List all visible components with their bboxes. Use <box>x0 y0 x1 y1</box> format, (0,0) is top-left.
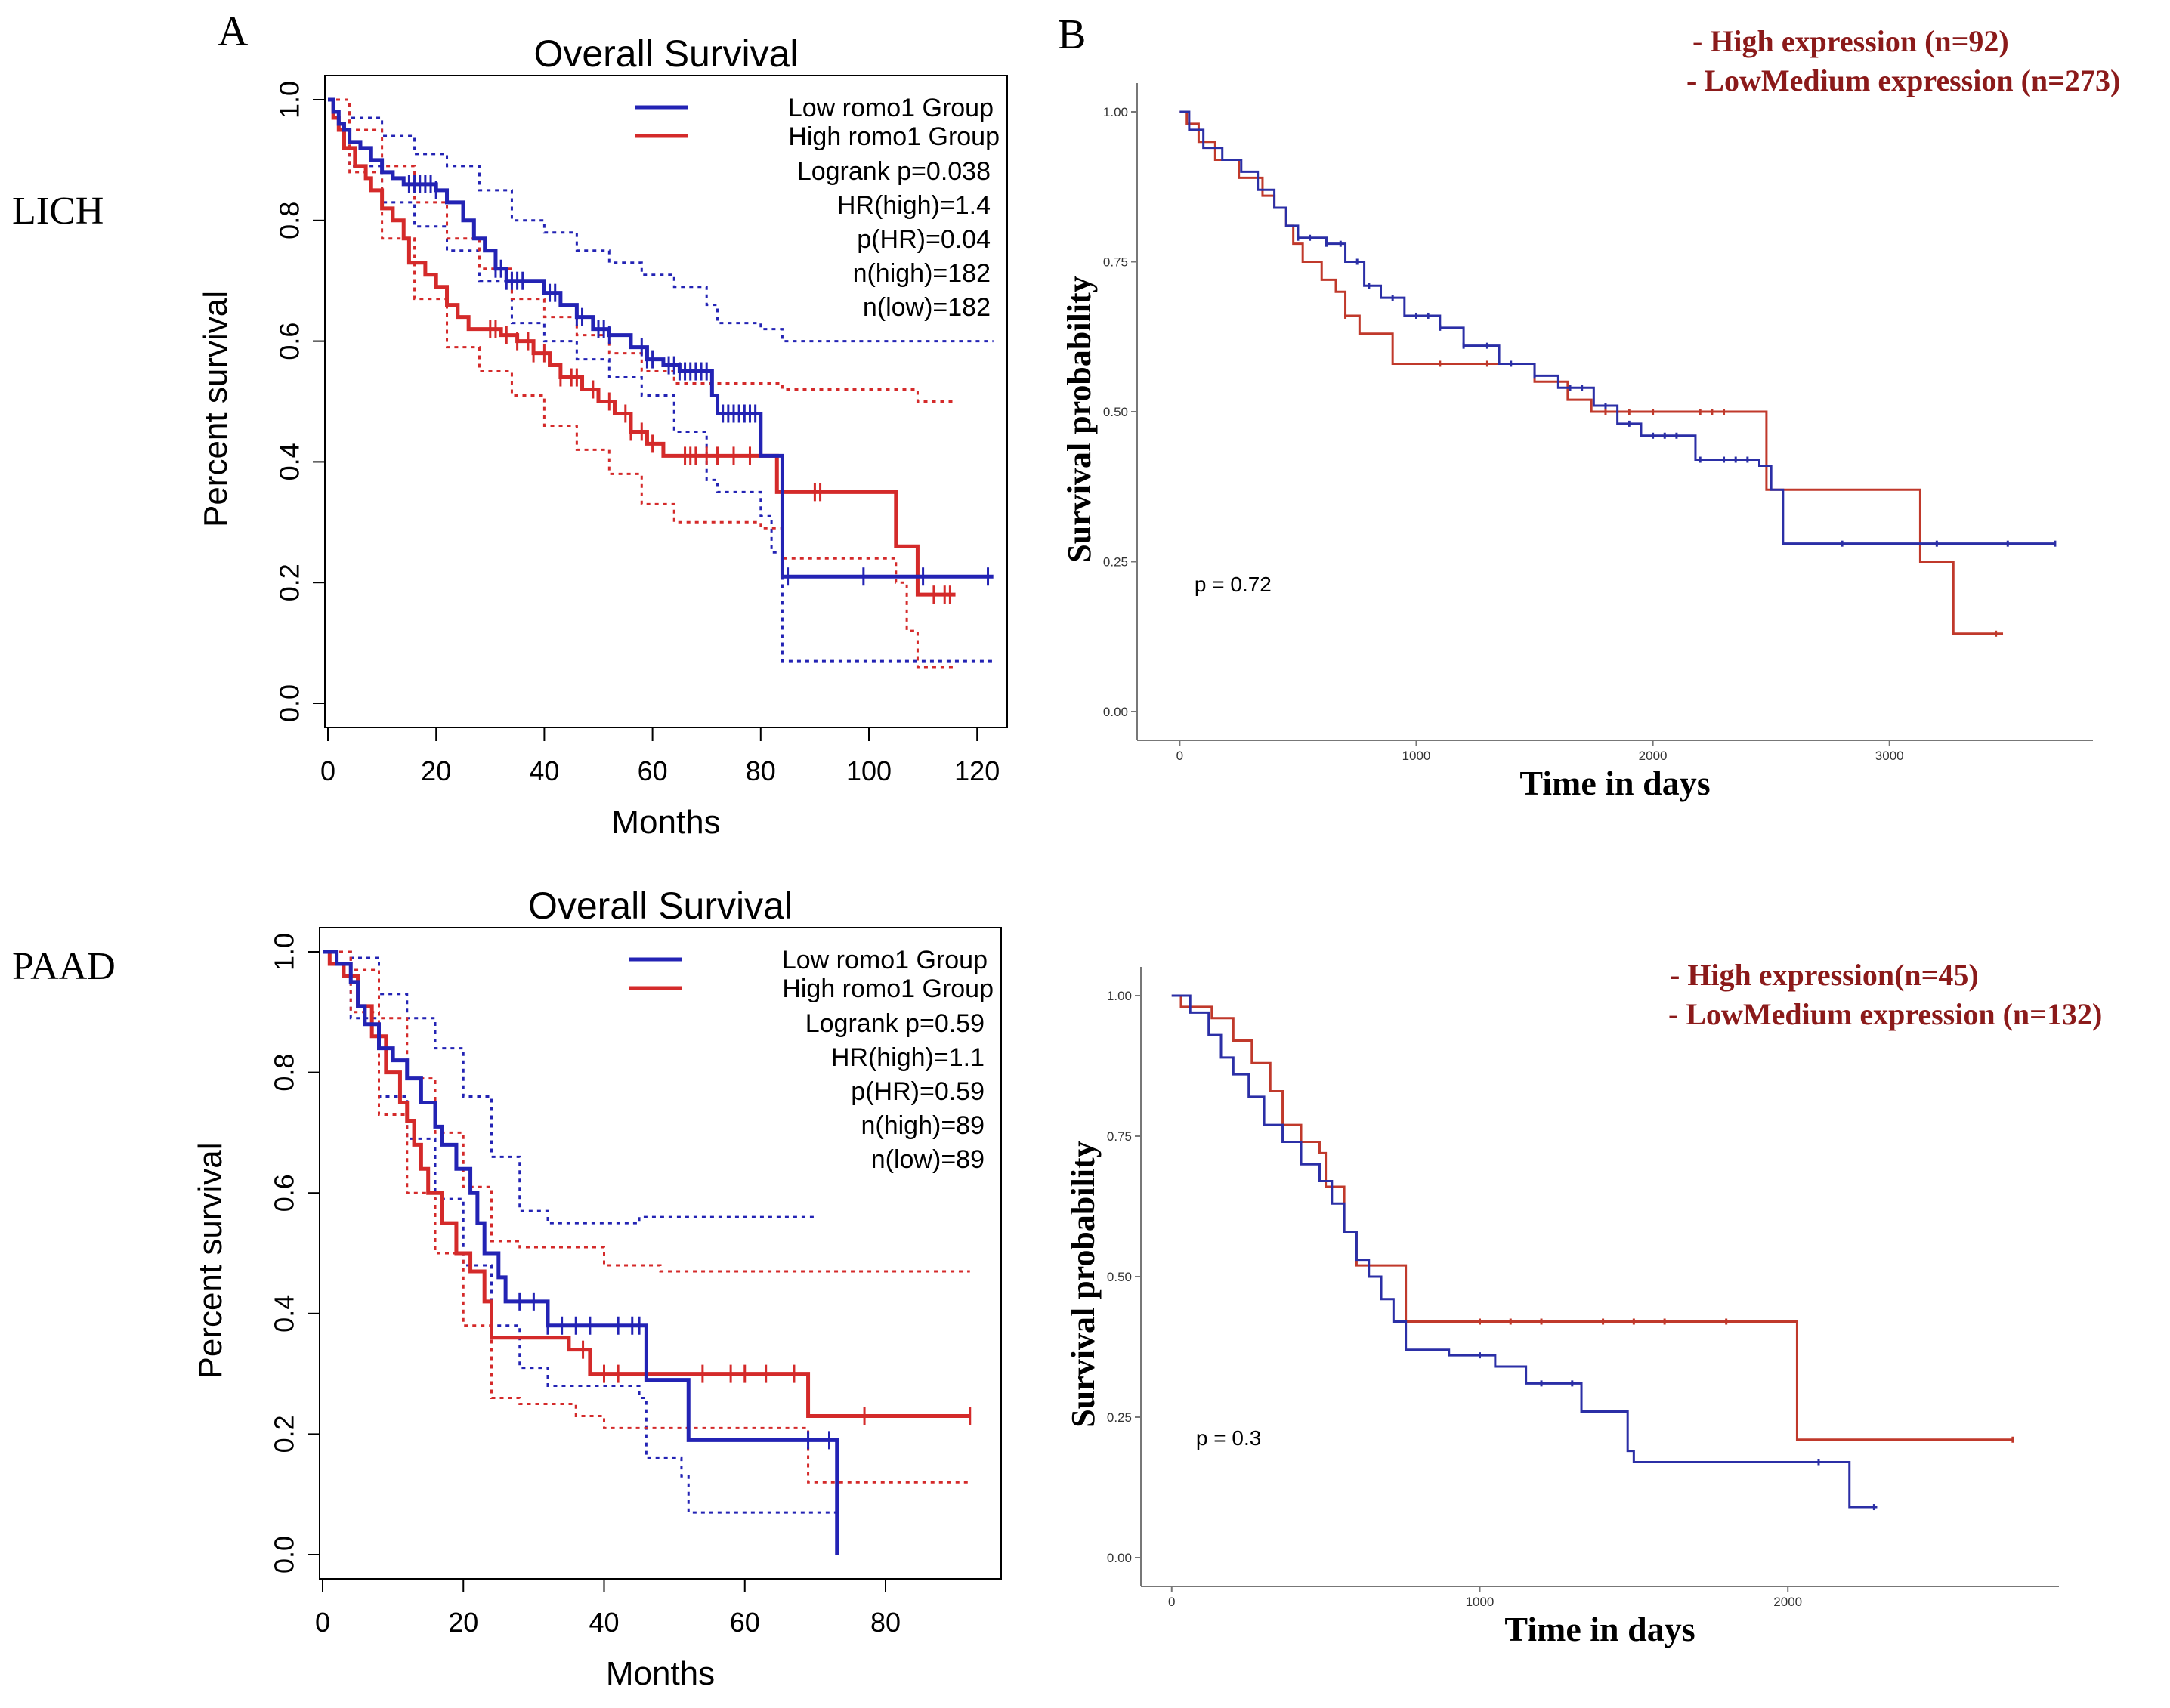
high-group-ci-lower <box>328 98 956 669</box>
low-group-ci-lower <box>323 950 836 1514</box>
y-tick-label: 0.25 <box>1103 555 1128 570</box>
x-tick-label: 0 <box>320 755 335 786</box>
x-tick-label: 0 <box>1176 749 1183 763</box>
y-tick-label: 0.8 <box>269 1054 300 1092</box>
x-axis-label: Months <box>606 1655 715 1692</box>
x-tick-label: 0 <box>315 1607 330 1638</box>
stat-text: Logrank p=0.038 <box>797 157 991 186</box>
x-tick-label: 80 <box>870 1607 901 1638</box>
y-tick-label: 0.0 <box>269 1536 300 1574</box>
y-tick-label: 1.00 <box>1107 989 1132 1003</box>
low-group-ci-upper <box>323 950 815 1225</box>
x-axis-label: Time in days <box>1504 1610 1695 1648</box>
low-medium-expression-survival-line <box>1171 994 1878 1509</box>
paad-overall-survival-chart: Overall Survival 0.0 0.2 0.4 0.6 0.8 1.0 0 20 40 6… <box>192 885 1002 1692</box>
y-tick-label: 0.0 <box>274 684 305 722</box>
legend-low-label: Low romo1 Group <box>788 94 994 122</box>
y-tick-label: 0.25 <box>1107 1410 1132 1425</box>
x-tick-label: 1000 <box>1402 749 1431 763</box>
stat-text: n(high)=182 <box>853 259 991 288</box>
row-label-paad: PAAD <box>12 945 116 988</box>
stat-text: n(low)=182 <box>863 293 991 322</box>
high-group-ci-upper <box>328 98 956 403</box>
stat-text: n(high)=89 <box>861 1111 985 1140</box>
legend-low-label: Low romo1 Group <box>782 946 988 974</box>
low-group-ci-upper <box>328 98 994 343</box>
x-tick-label: 60 <box>730 1607 760 1638</box>
row-label-lich: LICH <box>12 190 104 233</box>
chart-title: Overall Survival <box>528 885 793 927</box>
high-group-survival-line <box>328 97 956 597</box>
legend-high-label: High romo1 Group <box>788 122 1000 151</box>
p-value-text: p = 0.72 <box>1195 573 1272 596</box>
legend-low-label: - LowMedium expression (n=273) <box>1686 63 2120 97</box>
y-tick-label: 0.4 <box>269 1295 300 1333</box>
stat-text: p(HR)=0.59 <box>851 1077 985 1106</box>
x-tick-label: 100 <box>846 755 892 786</box>
panel-b-letter: B <box>1058 11 1087 58</box>
x-tick-label: 1000 <box>1466 1595 1495 1609</box>
stat-text: HR(high)=1.1 <box>831 1043 985 1072</box>
y-tick-label: 0.6 <box>269 1174 300 1212</box>
plot-frame <box>324 75 1008 728</box>
y-tick-label: 0.8 <box>274 202 305 239</box>
lich-overall-survival-chart: Overall Survival 0.0 0.2 0.4 0.6 0.8 1.0 0 20 40 6… <box>197 32 1008 841</box>
x-axis-label: Months <box>611 804 720 841</box>
x-tick-label: 20 <box>421 755 451 786</box>
lich-km-plot-chart: 0.00 0.25 0.50 0.75 1.00 0 1000 2000 3000 Time in… <box>1061 24 2120 802</box>
y-axis-label: Survival probability <box>1065 1141 1102 1427</box>
low-group-ci-lower <box>328 98 994 663</box>
high-group-ci-upper <box>323 950 970 1273</box>
y-tick-label: 1.0 <box>274 81 305 119</box>
x-tick-label: 20 <box>448 1607 478 1638</box>
y-tick-label: 0.50 <box>1107 1270 1132 1284</box>
y-tick-label: 0.2 <box>269 1415 300 1453</box>
high-expression-survival-line <box>1179 110 2004 635</box>
y-tick-label: 0.75 <box>1103 255 1128 270</box>
plot-frame <box>319 927 1002 1580</box>
x-tick-label: 2000 <box>1773 1595 1802 1609</box>
y-tick-label: 1.00 <box>1103 105 1128 119</box>
x-tick-label: 2000 <box>1639 749 1668 763</box>
y-tick-label: 0.00 <box>1107 1551 1132 1565</box>
x-tick-label: 40 <box>529 755 559 786</box>
x-tick-label: 120 <box>954 755 1000 786</box>
x-tick-label: 40 <box>589 1607 619 1638</box>
x-tick-label: 60 <box>638 755 668 786</box>
stat-text: Logrank p=0.59 <box>805 1009 985 1038</box>
y-tick-label: 0.50 <box>1103 405 1128 419</box>
stat-text: p(HR)=0.04 <box>857 225 991 254</box>
legend-high-label: High romo1 Group <box>782 974 994 1003</box>
panel-a-letter: A <box>218 8 249 55</box>
x-tick-label: 0 <box>1168 1595 1175 1609</box>
y-tick-label: 1.0 <box>269 933 300 971</box>
p-value-text: p = 0.3 <box>1196 1426 1261 1450</box>
y-tick-label: 0.6 <box>274 323 305 360</box>
low-group-survival-line <box>323 950 839 1555</box>
y-axis-label: Percent survival <box>197 291 234 527</box>
y-tick-label: 0.00 <box>1103 705 1128 719</box>
chart-title: Overall Survival <box>533 32 798 75</box>
y-tick-label: 0.2 <box>274 564 305 601</box>
high-expression-survival-line <box>1171 994 2013 1441</box>
stat-text: HR(high)=1.4 <box>837 191 991 220</box>
legend-high-label: - High expression (n=92) <box>1692 24 2009 58</box>
y-axis-label: Survival probability <box>1061 276 1098 562</box>
legend-low-label: - LowMedium expression (n=132) <box>1668 997 2102 1031</box>
y-axis-label: Percent survival <box>192 1142 229 1379</box>
x-axis-label: Time in days <box>1519 764 1710 802</box>
y-tick-label: 0.4 <box>274 443 305 480</box>
legend-high-label: - High expression(n=45) <box>1670 958 1979 992</box>
low-medium-expression-survival-line <box>1179 110 2055 545</box>
x-tick-label: 80 <box>746 755 776 786</box>
y-tick-label: 0.75 <box>1107 1129 1132 1144</box>
stat-text: n(low)=89 <box>871 1145 985 1174</box>
x-tick-label: 3000 <box>1875 749 1904 763</box>
